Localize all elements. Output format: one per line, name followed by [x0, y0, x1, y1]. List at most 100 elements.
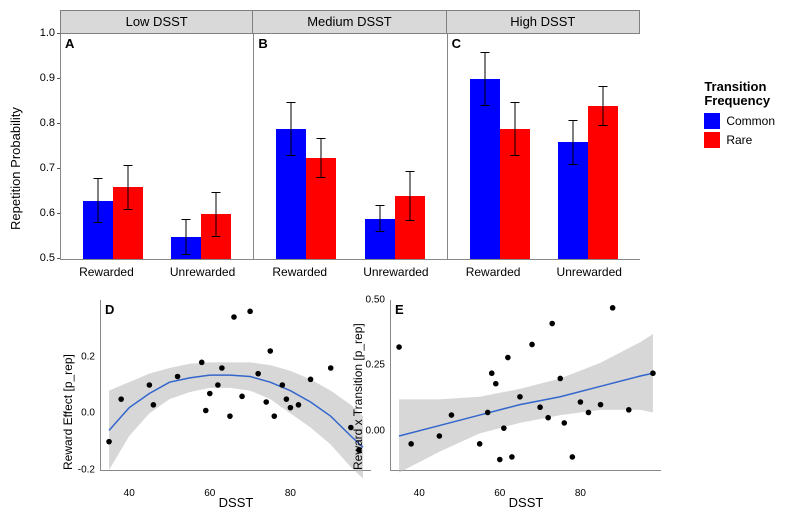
bar — [365, 219, 395, 260]
bar-group — [558, 106, 618, 259]
y-tick-label: 0.8 — [30, 117, 55, 129]
bar — [558, 142, 588, 259]
bar — [500, 129, 530, 260]
scatter-point — [408, 441, 414, 447]
y-tick-label: 0.00 — [366, 425, 385, 436]
scatter-y-label: Reward Effect [p_rep] — [61, 354, 75, 470]
x-label: Rewarded — [466, 265, 521, 279]
bar — [276, 129, 306, 260]
scatter-point — [598, 402, 604, 408]
scatter-point — [175, 374, 181, 380]
bars-area — [254, 34, 446, 259]
scatter-y-ticks: 0.000.250.50 — [361, 300, 389, 470]
error-bar — [128, 165, 129, 210]
panel-body: BRewardedUnrewarded — [253, 34, 446, 260]
scatter-point — [477, 441, 483, 447]
figure: Repetition Probability 0.50.60.70.80.91.… — [0, 0, 787, 523]
scatter-point — [497, 457, 503, 463]
error-bar — [572, 120, 573, 165]
scatter-point — [557, 376, 563, 382]
bar-group — [470, 79, 530, 259]
scatter-point — [284, 396, 290, 402]
bar-panel: High DSSTCRewardedUnrewarded — [447, 10, 640, 265]
error-bar — [216, 192, 217, 237]
bar — [470, 79, 500, 259]
x-labels: RewardedUnrewarded — [61, 265, 253, 279]
scatter-x-label: DSST — [101, 495, 371, 510]
bar — [588, 106, 618, 259]
y-tick-label: 0.50 — [366, 295, 385, 306]
scatter-point — [203, 408, 209, 414]
scatter-x-label: DSST — [391, 495, 661, 510]
scatter-point — [485, 410, 491, 416]
scatter-y-ticks: -0.20.00.2 — [71, 300, 99, 470]
scatter-point — [501, 425, 507, 431]
scatter-point — [449, 412, 455, 418]
scatter-point — [227, 413, 233, 419]
scatter-point — [493, 381, 499, 387]
legend-item: Rare — [704, 132, 775, 148]
error-bar — [514, 102, 515, 156]
error-bar — [602, 86, 603, 127]
error-bar — [98, 178, 99, 223]
legend-label: Rare — [726, 133, 752, 147]
scatter-point — [151, 402, 157, 408]
scatter-point — [255, 371, 261, 377]
legend-item: Common — [704, 113, 775, 129]
error-bar — [291, 102, 292, 156]
top-row: Low DSSTARewardedUnrewardedMedium DSSTBR… — [60, 10, 640, 265]
scatter-point — [517, 394, 523, 400]
bar-group — [83, 187, 143, 259]
bar-group — [276, 129, 336, 260]
legend-swatch — [704, 132, 720, 148]
legend: TransitionFrequency Common Rare — [704, 80, 775, 151]
scatter-row: D-0.20.00.2406080Reward Effect [p_rep]DS… — [100, 300, 660, 515]
y-tick-label: 1.0 — [30, 27, 55, 39]
bar-panel: Low DSSTARewardedUnrewarded — [60, 10, 253, 265]
scatter-point — [219, 365, 225, 371]
scatter-point — [586, 410, 592, 416]
scatter-point — [288, 405, 294, 411]
scatter-point — [537, 404, 543, 410]
y-tick-label: 0.5 — [30, 252, 55, 264]
error-bar — [409, 171, 410, 221]
scatter-point — [308, 377, 314, 383]
scatter-point — [578, 399, 584, 405]
x-labels: Rewarded Unrewarded — [448, 265, 640, 279]
bar — [306, 158, 336, 259]
x-label: Unrewarded — [363, 265, 428, 279]
scatter-point — [118, 396, 124, 402]
scatter-point — [545, 415, 551, 421]
scatter-point — [505, 355, 511, 361]
scatter-point — [437, 433, 443, 439]
panel-letter: D — [105, 302, 114, 317]
legend-swatch — [704, 113, 720, 129]
panel-title: Medium DSST — [253, 10, 446, 34]
scatter-point — [267, 348, 273, 354]
bar-group — [365, 196, 425, 259]
scatter-y-label: Reward x Transition [p_rep] — [351, 323, 365, 470]
scatter-point — [549, 321, 555, 327]
confidence-ribbon — [109, 362, 363, 478]
x-label: Rewarded — [79, 265, 134, 279]
x-labels: RewardedUnrewarded — [254, 265, 446, 279]
error-bar — [484, 52, 485, 106]
top-y-ticks: 0.50.60.70.80.91.0 — [30, 33, 58, 258]
bar — [113, 187, 143, 259]
scatter-body: E0.000.250.50406080Reward x Transition [… — [390, 300, 661, 471]
panel-d: D-0.20.00.2406080Reward Effect [p_rep]DS… — [100, 300, 370, 515]
y-tick-label: 0.7 — [30, 162, 55, 174]
scatter-point — [529, 342, 535, 348]
panel-body: CRewardedUnrewarded — [447, 34, 640, 260]
scatter-point — [106, 439, 112, 445]
panel-title: Low DSST — [60, 10, 253, 34]
bars-area — [61, 34, 253, 259]
x-label: Unrewarded — [557, 265, 622, 279]
panel-body: ARewardedUnrewarded — [60, 34, 253, 260]
error-bar — [379, 205, 380, 232]
legend-title: TransitionFrequency — [704, 80, 775, 109]
y-tick-label: -0.2 — [78, 465, 95, 476]
scatter-point — [215, 382, 221, 388]
y-tick-label: 0.25 — [366, 360, 385, 371]
legend-label: Common — [726, 114, 775, 128]
